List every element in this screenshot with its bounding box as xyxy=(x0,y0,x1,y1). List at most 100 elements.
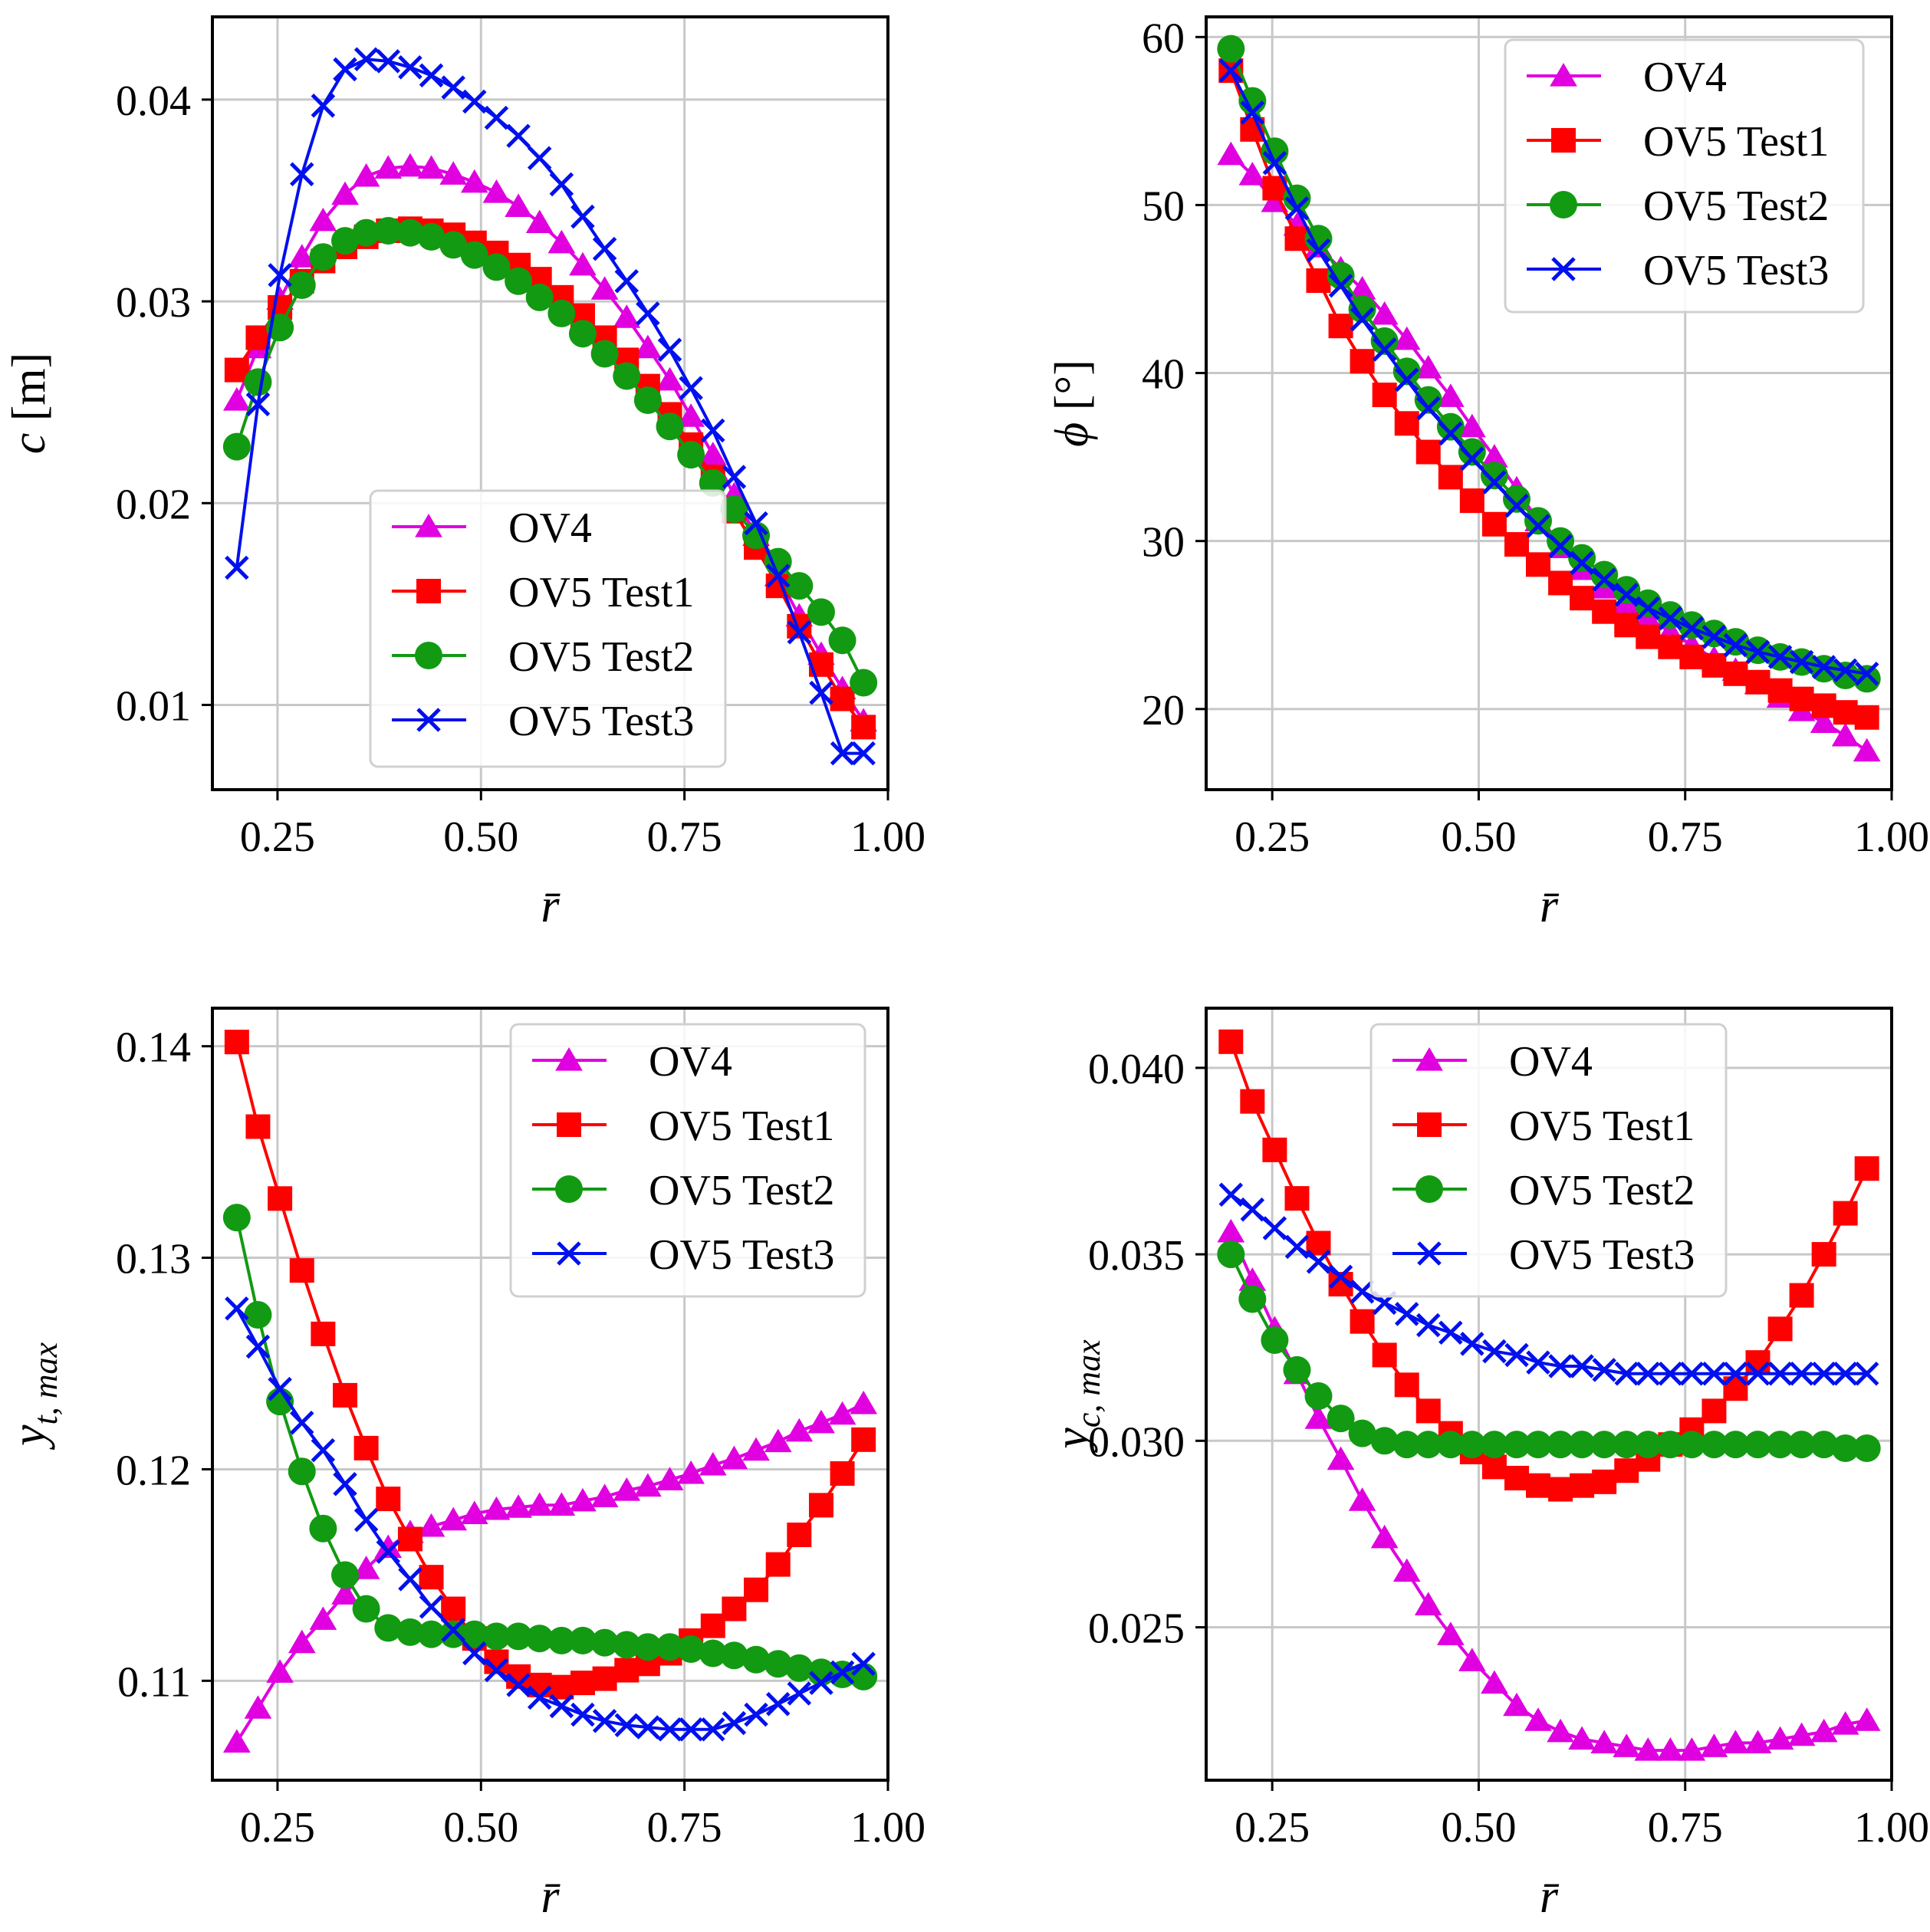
data-point xyxy=(1701,624,1727,649)
series-ov5-test3 xyxy=(225,47,876,766)
legend-item-ov5-test1: OV5 Test1 xyxy=(532,1102,834,1150)
data-point xyxy=(525,1492,554,1516)
data-point xyxy=(482,1496,511,1520)
data-point xyxy=(1438,465,1463,490)
data-point xyxy=(1327,1446,1355,1470)
y-axis-label: yt, max xyxy=(3,1342,64,1451)
data-point xyxy=(1238,161,1267,186)
data-point xyxy=(744,1702,768,1727)
data-point xyxy=(1789,686,1814,711)
data-point xyxy=(1370,327,1399,355)
legend-marker xyxy=(1551,257,1576,281)
y-tick-label: 0.04 xyxy=(116,77,191,125)
data-point xyxy=(1304,1405,1333,1429)
legend-label: OV4 xyxy=(1509,1038,1593,1086)
data-point xyxy=(549,1694,574,1719)
data-point xyxy=(1481,511,1507,537)
data-point xyxy=(374,216,403,245)
y-tick-label: 0.035 xyxy=(1088,1232,1185,1280)
data-point xyxy=(417,155,446,179)
data-point xyxy=(225,1296,249,1321)
data-point xyxy=(592,236,617,261)
data-point xyxy=(656,366,684,391)
data-point xyxy=(1350,307,1375,332)
data-point xyxy=(744,1577,769,1602)
data-point xyxy=(1656,1431,1685,1459)
data-point xyxy=(1436,1431,1465,1459)
data-point xyxy=(656,1467,684,1490)
legend-item-ov5-test1: OV5 Test1 xyxy=(392,569,694,616)
y-tick-label: 60 xyxy=(1142,15,1185,62)
data-point xyxy=(484,105,509,130)
series-ov5-test2 xyxy=(1217,1240,1881,1463)
data-point xyxy=(592,1708,617,1733)
data-point xyxy=(1811,693,1836,718)
subplot-4: 0.25 0.50 0.75 1.00 0.025 0.030 0.035 0.040 r̄ yc… xyxy=(1046,1007,1929,1923)
data-point xyxy=(1614,1458,1639,1484)
data-point xyxy=(1459,488,1484,514)
data-point xyxy=(1436,1622,1465,1645)
data-point xyxy=(1480,462,1508,490)
data-point xyxy=(1678,1431,1706,1459)
data-point xyxy=(851,1427,876,1452)
data-point xyxy=(331,1581,359,1605)
data-point xyxy=(549,172,574,197)
data-point xyxy=(1766,1726,1794,1750)
data-point xyxy=(722,465,747,489)
data-point xyxy=(309,207,337,232)
data-point xyxy=(505,1494,532,1518)
legend-box xyxy=(1369,1023,1728,1298)
data-point xyxy=(569,251,597,276)
data-point xyxy=(785,572,814,600)
data-point xyxy=(1701,1361,1727,1386)
data-point xyxy=(505,1622,533,1651)
data-point xyxy=(1217,1240,1245,1269)
data-point xyxy=(1415,439,1441,465)
data-point xyxy=(1853,1434,1881,1463)
data-point xyxy=(289,1258,314,1283)
data-point xyxy=(830,686,855,711)
data-point xyxy=(460,1500,488,1524)
data-point xyxy=(1394,1372,1419,1398)
data-point xyxy=(353,47,379,72)
data-point xyxy=(441,1618,465,1642)
data-point xyxy=(1570,586,1595,611)
data-point xyxy=(1613,576,1641,604)
series-ov5-test3 xyxy=(1218,58,1879,686)
legend-marker xyxy=(416,708,441,732)
y-tick-label: 0.13 xyxy=(116,1236,191,1283)
data-point xyxy=(397,1526,422,1552)
data-point xyxy=(462,1641,487,1666)
data-point xyxy=(1372,383,1397,408)
data-point xyxy=(441,75,465,100)
data-point xyxy=(1853,665,1881,693)
data-point xyxy=(1502,485,1531,513)
data-point xyxy=(809,680,833,705)
data-point xyxy=(288,1629,316,1654)
data-point xyxy=(1833,658,1858,683)
data-point xyxy=(1504,532,1529,557)
data-point xyxy=(222,1204,251,1232)
data-point xyxy=(636,301,660,326)
data-point xyxy=(1460,446,1484,472)
data-point xyxy=(1350,349,1375,374)
data-point xyxy=(374,155,403,179)
data-point xyxy=(439,1620,468,1648)
data-point xyxy=(1634,1737,1662,1761)
data-point xyxy=(398,55,422,80)
data-point xyxy=(1481,1454,1507,1480)
subplot-1: 0.25 0.50 0.75 1.00 0.01 0.02 0.03 0.04 r̄ c [m] O… xyxy=(3,15,926,932)
data-point xyxy=(1745,669,1771,695)
data-point xyxy=(828,1401,856,1425)
data-point xyxy=(1789,1283,1814,1308)
axes-frame xyxy=(211,1007,889,1782)
data-point xyxy=(1568,1431,1596,1459)
data-point xyxy=(1394,1302,1419,1326)
x-axis-label: r̄ xyxy=(1540,1871,1560,1923)
data-point xyxy=(311,1321,336,1346)
data-point xyxy=(1240,1197,1265,1222)
data-point xyxy=(592,1666,617,1691)
data-point xyxy=(1679,1361,1705,1386)
data-point xyxy=(1568,544,1596,572)
legend-item-ov5-test1: OV5 Test1 xyxy=(1392,1102,1695,1150)
